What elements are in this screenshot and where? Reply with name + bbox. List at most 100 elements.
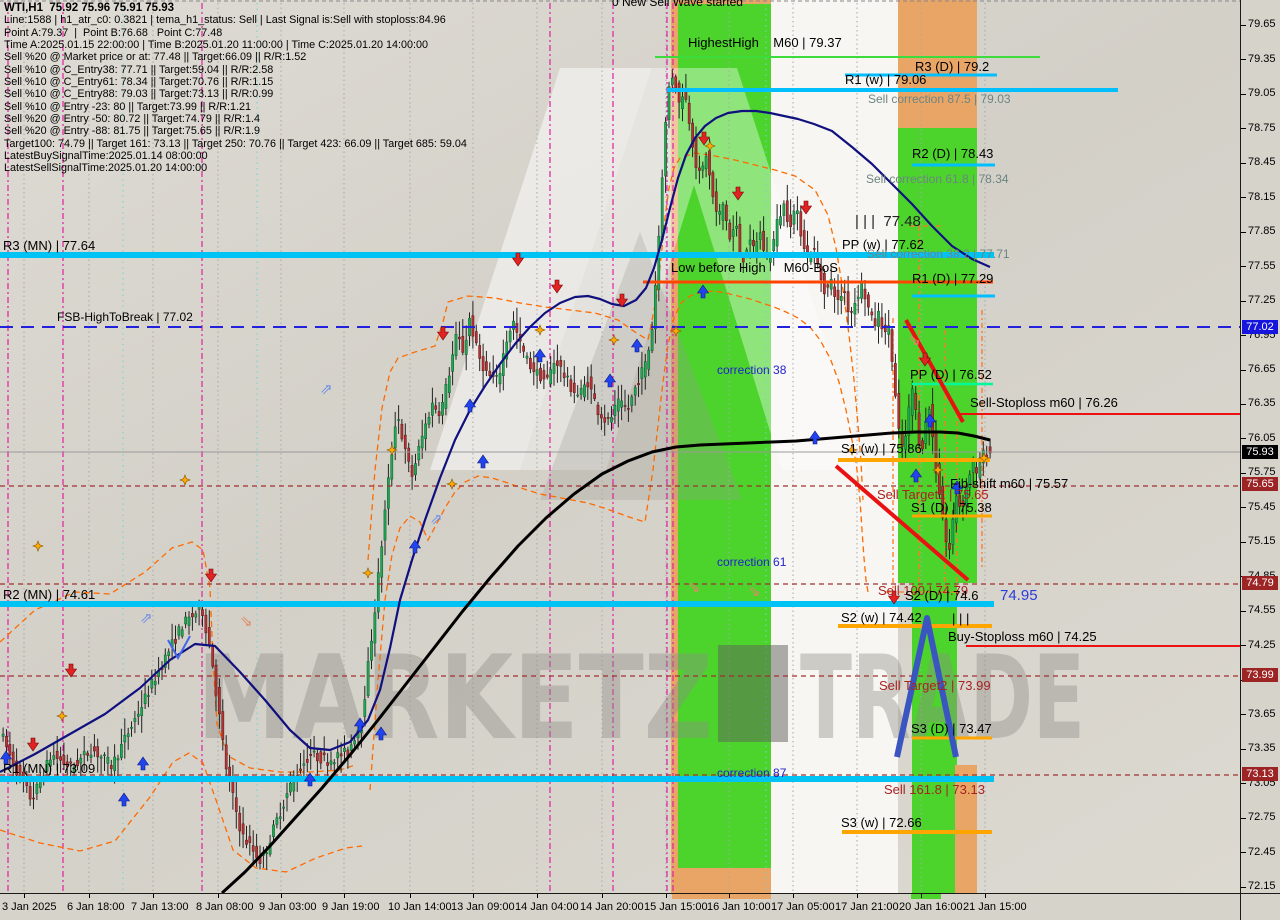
price-label: 74.55 [1248, 604, 1276, 617]
candle-body [860, 280, 863, 299]
candle-body [782, 203, 786, 216]
candle-body [501, 353, 505, 376]
candle-body [731, 229, 735, 237]
candle-body [55, 750, 59, 759]
candle-body [714, 191, 718, 212]
red-trendline-upper[interactable] [904, 319, 965, 423]
candle-body [245, 839, 248, 845]
price-label: 77.55 [1248, 259, 1276, 272]
watermark-left: MARKETZ [197, 631, 713, 766]
price-tick [1241, 610, 1246, 612]
candle-body [603, 417, 607, 423]
candle-body [282, 806, 285, 809]
candle-body [204, 614, 208, 634]
candle-body [596, 404, 600, 416]
candle-body [586, 382, 590, 388]
candle-body [167, 651, 171, 656]
candle-body [674, 76, 678, 89]
candle-body [116, 758, 120, 761]
sell-arrow-icon [64, 663, 78, 678]
candle-body [82, 751, 86, 756]
price-tick [1241, 783, 1246, 785]
price-label: 73.35 [1248, 742, 1276, 755]
time-tick [410, 894, 411, 898]
envelope-lower [0, 752, 363, 873]
candle-body [708, 150, 711, 176]
candle-body [86, 752, 89, 756]
candle-body [819, 265, 823, 281]
price-label: 79.65 [1248, 18, 1276, 31]
price-tick [1241, 335, 1246, 337]
red-trendline-lower[interactable] [834, 464, 970, 582]
candle-body [471, 315, 475, 337]
candle-body [62, 755, 66, 765]
candle-body [126, 733, 130, 737]
time-label: 9 Jan 03:00 [259, 901, 317, 913]
price-label: 72.75 [1248, 811, 1276, 824]
candle-body [106, 756, 110, 764]
sell-arrow-icon [26, 737, 40, 752]
price-axis[interactable]: 79.65 79.35 79.05 78.75 78.45 78.15 77.85 77.55… [1240, 0, 1280, 893]
candle-body [120, 744, 123, 758]
candle-body [589, 376, 593, 390]
candle-body [133, 718, 137, 722]
candle-body [495, 375, 498, 377]
time-tick [729, 894, 730, 898]
price-tick [1241, 472, 1246, 474]
price-label: 76.65 [1248, 363, 1276, 375]
orange-band-2 [898, 0, 977, 128]
candle-body [332, 762, 336, 765]
candle-body [319, 751, 323, 764]
time-label: 17 Jan 05:00 [771, 901, 835, 913]
candle-body [177, 626, 181, 636]
time-label: 17 Jan 21:00 [835, 901, 899, 913]
price-tick [1241, 817, 1246, 819]
buy-arrow-icon [136, 756, 150, 771]
price-tick [1241, 852, 1246, 854]
candle-body [921, 440, 924, 450]
candle-body [498, 373, 502, 385]
time-tick [218, 894, 219, 898]
candle-body [211, 645, 215, 667]
buy-arrow-icon [808, 430, 822, 445]
candle-body [15, 760, 18, 776]
candle-body [525, 355, 529, 359]
candle-body [978, 462, 982, 478]
candle-body [833, 286, 836, 297]
candle-body [907, 406, 911, 436]
price-tick [1241, 507, 1246, 509]
chart-area[interactable]: MARKETZ TRADE ⇗ ⇘ ⇗ ⇗ ⇘ ⇘ ⇘ 0 New Sell Wave star… [0, 0, 1240, 893]
candle-body [583, 384, 586, 398]
hollow-arrow-icon: ⇗ [430, 511, 443, 528]
candle-body [488, 370, 492, 376]
candle-body [431, 402, 434, 416]
time-label: 15 Jan 15:00 [644, 901, 708, 913]
candle-body [241, 823, 245, 835]
candle-body [255, 846, 258, 859]
candle-body [305, 759, 309, 763]
candle-body [762, 230, 765, 251]
buy-arrow-icon [408, 539, 422, 554]
time-axis[interactable]: 3 Jan 2025 6 Jan 18:00 7 Jan 13:00 8 Jan 08… [0, 893, 1240, 920]
candle-body [285, 793, 289, 798]
candle-body [897, 393, 901, 429]
hollow-arrow-icon: ⇗ [320, 381, 333, 398]
blue-triangle-marker[interactable] [894, 615, 959, 758]
sell-arrow-icon [436, 326, 450, 341]
candle-body [147, 695, 150, 697]
candle-body [481, 356, 485, 372]
candle-body [856, 297, 860, 300]
candle-body [941, 485, 945, 519]
candle-body [917, 412, 921, 446]
candle-body [49, 759, 52, 767]
candle-body [650, 329, 654, 351]
watermark-bar [718, 645, 788, 742]
price-badge: 73.99 [1242, 668, 1278, 683]
buy-arrow-icon [603, 373, 617, 388]
candle-body [174, 638, 177, 644]
star-signal-icon [362, 567, 374, 579]
white-column [771, 0, 898, 893]
star-signal-icon [32, 540, 44, 552]
candle-body [542, 370, 546, 380]
